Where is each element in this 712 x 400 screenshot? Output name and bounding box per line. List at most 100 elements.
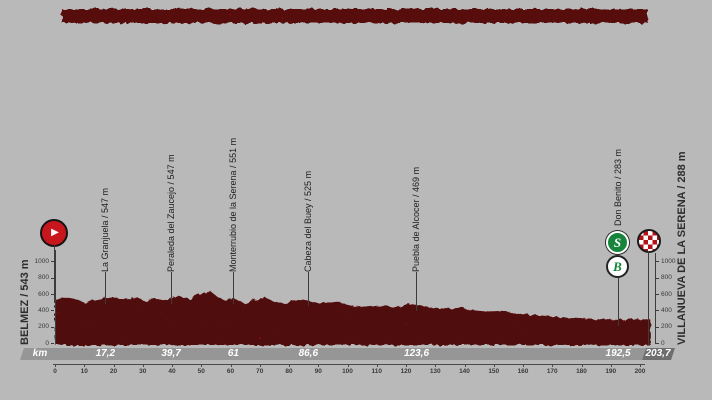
- y-tick-label: 600: [38, 290, 49, 298]
- ruler-tick-label: 50: [197, 368, 205, 375]
- km-bar-mark: 123,6: [404, 348, 430, 359]
- waypoint-stem-line: [104, 272, 106, 305]
- y-tick: [656, 277, 659, 279]
- ruler-tick-label: 140: [459, 368, 470, 375]
- y-tick: [656, 343, 659, 344]
- km-bar-unit-label: km: [32, 348, 48, 359]
- y-tick-label: 0: [45, 339, 49, 347]
- finish-line: [648, 251, 649, 345]
- elevation-profile-area: [55, 290, 651, 345]
- km-bar-final-mark: 203,7: [645, 348, 671, 359]
- ruler-tick: [84, 364, 86, 367]
- ruler-tick: [464, 364, 466, 367]
- ruler-tick-label: 100: [342, 368, 353, 375]
- start-label: BELMEZ / 543 m: [19, 259, 31, 345]
- ruler-tick-label: 170: [546, 368, 558, 375]
- ruler-tick-label: 190: [605, 368, 617, 375]
- ruler-tick: [172, 364, 173, 367]
- ruler-tick: [142, 364, 144, 367]
- y-tick-label: 0: [661, 339, 665, 347]
- waypoint-stem-line: [232, 272, 234, 305]
- ruler-tick: [201, 364, 203, 367]
- ruler-tick: [318, 364, 320, 367]
- ruler-tick: [552, 364, 554, 367]
- ruler-tick: [493, 364, 495, 367]
- ruler-tick: [259, 364, 261, 367]
- ruler-tick-label: 90: [314, 368, 322, 375]
- y-tick-label: 1000: [34, 257, 49, 265]
- right-axis-line: [655, 253, 656, 344]
- ruler-tick: [376, 364, 378, 367]
- y-tick: [656, 326, 659, 328]
- y-tick-label: 600: [661, 290, 672, 298]
- ruler-tick: [581, 364, 583, 367]
- waypoint-stem-line: [416, 272, 418, 311]
- waypoint-label: Puebla de Alcocer / 469 m: [411, 166, 422, 272]
- km-bar-mark: 86,6: [298, 348, 319, 359]
- ruler-tick: [289, 364, 290, 367]
- ruler-tick-label: 200: [634, 368, 646, 375]
- ruler-tick-label: 180: [576, 368, 587, 375]
- y-tick-label: 200: [661, 323, 672, 331]
- y-tick-label: 1000: [661, 257, 676, 265]
- y-tick: [51, 277, 54, 279]
- y-tick: [51, 310, 54, 312]
- ruler-tick: [610, 364, 612, 367]
- ruler-tick-label: 60: [226, 368, 235, 375]
- waypoint-label: Monterrubio de la Serena / 551 m: [227, 137, 238, 272]
- start-icon: ▶: [40, 219, 68, 247]
- y-tick-label: 800: [38, 274, 49, 282]
- play-triangle-icon: ▶: [51, 227, 59, 238]
- header-scribble-band: [62, 9, 648, 23]
- ruler-tick-label: 160: [517, 368, 529, 375]
- y-tick-label: 800: [661, 274, 672, 282]
- waypoint-stem-line: [307, 272, 309, 307]
- ruler-tick: [347, 364, 349, 367]
- finish-checkered-icon: [637, 229, 661, 253]
- y-tick: [51, 343, 54, 344]
- km-bar-mark: 39,7: [161, 348, 181, 359]
- ruler-tick: [435, 364, 437, 367]
- ruler-tick: [640, 364, 641, 367]
- y-tick-label: 400: [661, 306, 672, 314]
- ruler-tick-label: 20: [109, 368, 118, 375]
- y-tick-label: 200: [38, 323, 49, 331]
- ruler-line: [53, 364, 645, 365]
- waypoint-label: Cabeza del Buey / 525 m: [302, 170, 313, 272]
- ruler-tick-label: 30: [139, 368, 147, 375]
- y-tick-label: 400: [38, 306, 49, 314]
- ruler-tick: [523, 364, 524, 367]
- y-tick: [656, 310, 659, 312]
- bonus-badge-icon: B: [606, 255, 629, 278]
- km-bar-mark: 17,2: [95, 348, 116, 359]
- km-bar-mark: 192,5: [605, 348, 631, 359]
- ruler-tick-label: 150: [488, 368, 500, 375]
- y-tick: [656, 294, 659, 296]
- y-tick: [51, 261, 54, 263]
- left-axis-line: [55, 250, 56, 344]
- km-bar-mark: 61: [227, 348, 239, 359]
- ruler-tick-label: 120: [400, 368, 412, 375]
- waypoint-stem-line: [617, 278, 619, 326]
- ruler-tick-label: 70: [256, 368, 264, 375]
- sprint-badge-icon: S: [606, 231, 629, 254]
- finish-label: VILLANUEVA DE LA SERENA / 288 m: [676, 151, 688, 345]
- waypoint-stem-line: [170, 272, 172, 305]
- ruler-tick: [113, 364, 115, 367]
- start-stem-line: [54, 245, 55, 303]
- ruler-tick-label: 10: [80, 368, 88, 375]
- y-tick: [656, 261, 659, 263]
- waypoint-label: La Granjuela / 547 m: [99, 187, 110, 272]
- y-tick: [51, 294, 54, 296]
- ruler-tick-label: 130: [429, 368, 441, 375]
- ruler-tick-label: 80: [285, 368, 293, 375]
- ruler-tick: [55, 364, 56, 367]
- ruler-tick-label: 110: [371, 368, 383, 375]
- waypoint-label: Don Benito / 283 m: [612, 148, 623, 226]
- waypoint-label: Peraleda del Zaucejo / 547 m: [165, 154, 176, 272]
- ruler-tick-label: 40: [168, 368, 176, 375]
- ruler-tick: [230, 364, 232, 367]
- y-tick: [51, 326, 54, 328]
